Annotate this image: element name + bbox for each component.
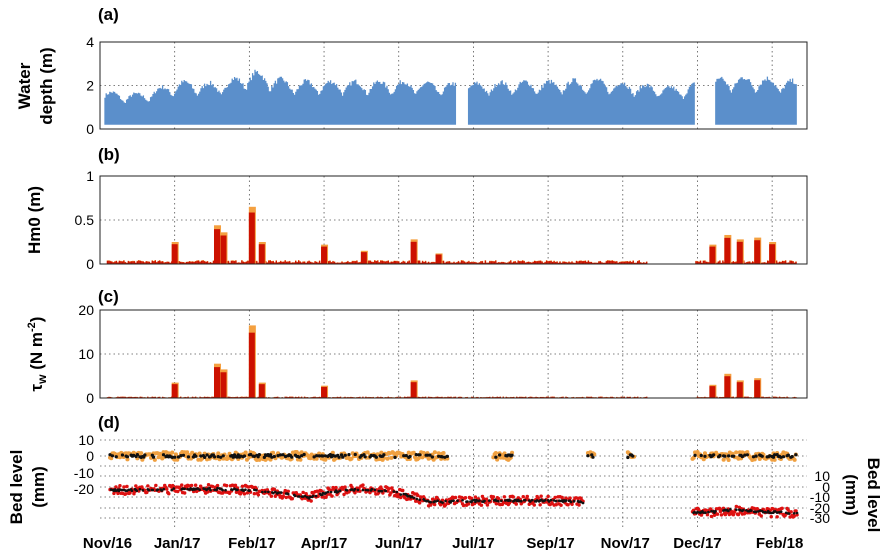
panel-b-primary-background — [106, 260, 797, 264]
panel-a-water-depth-series — [104, 69, 797, 125]
panel-c-ytick-0: 0 — [86, 390, 94, 406]
panel-a-ytick-0: 0 — [86, 121, 94, 137]
panel-b-letter: (b) — [98, 145, 120, 164]
panel-d-letter: (d) — [98, 413, 120, 432]
panel-c-ylabel-unit: (N m — [27, 332, 46, 375]
panel-c-peak-1 — [214, 367, 221, 398]
panel-d-right-ytick-4: -30 — [810, 510, 830, 526]
panel-b-peak-1 — [214, 229, 221, 264]
x-tick-label-5: Jul/17 — [452, 535, 495, 550]
panel-c-peak-9 — [736, 382, 743, 398]
x-axis-tick-labels: Nov/16 Jan/17 Feb/17 Apr/17 Jun/17 Jul/17 Sep/… — [83, 535, 804, 550]
x-tick-label-3: Apr/17 — [301, 535, 348, 550]
panel-c-shear-stress-bars — [106, 325, 797, 398]
panel-c-grid — [100, 310, 807, 398]
panel-b-peak-8 — [435, 254, 442, 264]
panel-b-wave-height: (b) Hm0 (m) 00.51 — [25, 145, 808, 272]
panel-d-left-ytick-2: -10 — [74, 465, 94, 481]
panel-c-peak-3 — [248, 332, 255, 398]
panel-c-ylabel: τw (N m-2) — [26, 317, 49, 392]
panel-d-right-ytick-2: -10 — [810, 489, 830, 505]
panel-a-ylabel-line2: depth (m) — [37, 47, 56, 124]
panel-b-peak-9 — [709, 246, 716, 264]
panel-c-peak-6 — [410, 382, 417, 398]
panel-d-right-ytick-3: -20 — [810, 500, 830, 516]
panel-b-peak-12 — [754, 240, 761, 264]
panel-c-letter: (c) — [98, 287, 119, 306]
panel-b-peak-5 — [321, 246, 328, 264]
panel-a-letter: (a) — [98, 5, 119, 24]
panel-c-ylabel-sup: -2 — [26, 322, 38, 332]
panel-c-peak-7 — [709, 386, 716, 398]
panel-b-ylabel: Hm0 (m) — [25, 186, 44, 254]
panel-c-ytick-2: 20 — [78, 302, 94, 318]
panel-a-frame — [99, 41, 808, 130]
panel-b-wave-height-bars — [106, 206, 797, 264]
panel-c-ylabel-close: ) — [27, 317, 46, 323]
panel-d-left-ytick-3: -20 — [74, 481, 94, 497]
x-tick-label-7: Nov/17 — [601, 535, 650, 550]
x-tick-label-0: Nov/16 — [83, 535, 132, 550]
panel-c-peak-4 — [258, 384, 265, 398]
panel-b-peak-7 — [410, 241, 417, 264]
panel-c-bed-shear-stress: (c) τw (N m-2) 0 10 20 — [26, 287, 808, 406]
panel-c-peak-2 — [220, 372, 227, 398]
water-depth-area — [104, 69, 797, 125]
panel-d-right-ytick-0: 10 — [814, 468, 830, 484]
x-tick-label-9: Feb/18 — [756, 535, 804, 550]
panel-c-peak-0 — [171, 384, 178, 398]
panel-b-ytick-2: 1 — [86, 168, 94, 184]
panel-b-peak-0 — [171, 244, 178, 264]
panel-c-ylabel-sub: w — [35, 374, 49, 385]
panel-c-y-ticks: 0 10 20 — [78, 302, 94, 406]
panel-b-y-ticks: 00.51 — [75, 168, 95, 272]
panel-a-y-ticks: 0 2 4 — [86, 34, 94, 137]
panel-d-right-ytick-1: 0 — [822, 479, 830, 495]
panel-b-peak-11 — [736, 241, 743, 264]
panel-a-water-depth: (a) Water depth (m) 0 2 4 — [15, 5, 808, 137]
panel-d-bed-level: (d) Bed level (mm) Bed level (mm) 100-10… — [7, 413, 881, 532]
panel-d-bed-level-points — [108, 450, 799, 519]
panel-b-peak-10 — [724, 237, 731, 264]
panel-d-ylabel-right-line2: (mm) — [842, 474, 861, 516]
x-tick-label-8: Dec/17 — [673, 535, 721, 550]
x-tick-label-1: Jan/17 — [154, 535, 201, 550]
panel-d-left-ytick-1: 0 — [86, 448, 94, 464]
panel-b-peak-2 — [220, 235, 227, 264]
panel-d-ylabel-left-line2: (mm) — [29, 466, 48, 508]
panel-c-frame — [99, 309, 808, 399]
panel-c-peak-10 — [754, 380, 761, 398]
x-tick-label-6: Sep/17 — [526, 535, 574, 550]
panel-b-peak-13 — [769, 244, 776, 264]
panel-b-peak-6 — [360, 252, 367, 264]
panel-b-ytick-0: 0 — [86, 256, 94, 272]
panel-d-left-ytick-0: 10 — [78, 432, 94, 448]
bed-level-upper-mean — [108, 452, 798, 460]
panel-b-peak-3 — [248, 212, 255, 264]
panel-a-ytick-1: 2 — [86, 78, 94, 94]
panel-c-ytick-1: 10 — [78, 346, 94, 362]
panel-c-ylabel-tau: τ — [27, 383, 46, 391]
panel-b-grid — [100, 176, 807, 264]
panel-c-peak-8 — [724, 376, 731, 398]
panel-d-ylabel-right-line1: Bed level — [864, 458, 881, 533]
panel-a-ylabel-line1: Water — [15, 62, 34, 109]
x-tick-label-2: Feb/17 — [228, 535, 276, 550]
panel-b-ytick-1: 0.5 — [75, 212, 95, 228]
panel-d-ylabel-left-line1: Bed level — [7, 450, 26, 525]
panel-c-peak-5 — [321, 386, 328, 398]
x-tick-label-4: Jun/17 — [375, 535, 423, 550]
panel-b-peak-4 — [258, 244, 265, 264]
panel-b-frame — [99, 175, 808, 265]
bed-level-lower-mean — [109, 486, 799, 515]
panel-a-ytick-2: 4 — [86, 34, 94, 50]
